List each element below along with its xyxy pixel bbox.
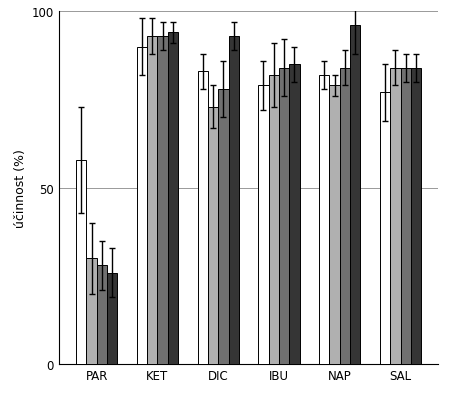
Bar: [137, 47, 147, 364]
Bar: [107, 273, 117, 364]
Bar: [147, 37, 157, 365]
Bar: [339, 68, 350, 364]
Bar: [218, 90, 228, 364]
Bar: [278, 68, 289, 364]
Bar: [258, 86, 268, 364]
Bar: [167, 33, 178, 364]
Bar: [207, 107, 218, 364]
Y-axis label: účinnost (%): účinnost (%): [14, 149, 28, 228]
Bar: [329, 86, 339, 364]
Bar: [97, 266, 107, 364]
Bar: [318, 76, 329, 365]
Bar: [228, 37, 238, 365]
Bar: [289, 65, 299, 364]
Bar: [410, 68, 420, 364]
Bar: [197, 72, 207, 364]
Bar: [76, 160, 86, 364]
Bar: [379, 93, 389, 364]
Bar: [157, 37, 167, 365]
Bar: [86, 259, 97, 364]
Bar: [389, 68, 400, 364]
Bar: [400, 68, 410, 364]
Bar: [350, 26, 359, 364]
Bar: [268, 76, 278, 365]
